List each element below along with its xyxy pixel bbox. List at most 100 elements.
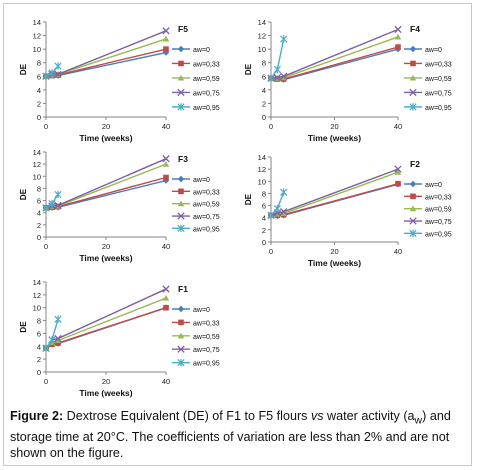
data-point: [394, 168, 402, 175]
y-tick-label: 0: [37, 233, 41, 242]
data-point: [267, 211, 275, 219]
x-axis-label: Time (weeks): [79, 133, 132, 143]
legend-marker-stroke-b: [177, 212, 185, 220]
x-tick-label: 20: [102, 122, 110, 131]
x-tick-label: 40: [162, 242, 170, 251]
figure-caption: Figure 2: Dextrose Equivalent (DE) of F1…: [10, 408, 468, 461]
legend-label: aw=0,95: [193, 105, 220, 112]
series-line-3: [45, 288, 167, 349]
caption-text-1: Dextrose Equivalent (DE) of F1 to F5 flo…: [63, 409, 311, 423]
x-tick-label: 20: [102, 242, 110, 251]
series-line-2: [45, 38, 167, 77]
data-point: [394, 25, 402, 34]
legend-label: aw=0,75: [425, 219, 452, 226]
legend-marker: [177, 88, 185, 97]
y-axis-label: DE: [19, 321, 28, 333]
legend-label: aw=0,75: [193, 347, 220, 354]
data-point: [162, 285, 170, 293]
legend-marker: [177, 74, 185, 81]
data-point-stroke-b: [162, 27, 170, 35]
x-tick-label: 0: [44, 377, 48, 386]
legend-marker: [410, 60, 416, 67]
legend-label: aw=0,33: [425, 61, 452, 68]
legend-marker: [177, 332, 185, 339]
caption-text-2: water activity (a: [323, 409, 415, 423]
y-tick-label: 0: [262, 113, 266, 122]
data-point: [280, 72, 288, 80]
y-tick-label: 2: [262, 226, 266, 235]
legend-label: aw=0,33: [193, 320, 220, 327]
y-axis-label: DE: [19, 63, 28, 75]
data-point-stroke-b: [54, 70, 62, 78]
x-axis-label: Time (weeks): [308, 133, 361, 143]
y-tick-label: 4: [262, 86, 266, 95]
data-point: [48, 69, 56, 77]
legend-label: aw=0,75: [193, 214, 220, 221]
data-point: [54, 337, 62, 344]
chart-f1: 0 2 4 6 8 10 12 14 0 20 40 Time (weeks) DE F1 aw=0 aw=0…: [19, 278, 220, 398]
chart-panel-f4: 0 2 4 6 8 10 12 14 0 20 40 Time (weeks) DE F4 aw=0 aw=0…: [237, 10, 469, 150]
data-point: [394, 33, 402, 40]
data-point-stroke-b: [273, 73, 282, 82]
caption-vs: vs: [310, 409, 324, 423]
data-point: [162, 160, 170, 167]
legend-marker: [409, 205, 417, 212]
data-point: [280, 207, 288, 216]
y-tick-label: 12: [258, 165, 266, 174]
legend-marker: [178, 319, 184, 326]
data-point: [162, 294, 170, 301]
x-tick-label: 40: [162, 122, 170, 131]
data-point: [162, 177, 170, 184]
data-point: [273, 65, 281, 74]
legend-marker: [410, 193, 416, 200]
caption-subscript: w: [414, 414, 423, 427]
legend-marker: [177, 200, 185, 207]
chart-panel-f3: 0 2 4 6 8 10 12 14 0 20 40 Time (weeks) DE F3 aw=0 aw=0…: [12, 140, 237, 270]
caption-text-3: ) and storage time at 20°C. The coeffici…: [10, 409, 451, 460]
y-axis-label: DE: [19, 188, 28, 200]
data-point: [273, 73, 282, 82]
x-tick-label: 0: [269, 247, 273, 256]
x-tick-label: 20: [330, 122, 338, 131]
y-tick-label: 8: [262, 189, 266, 198]
series-line-2: [45, 163, 167, 209]
y-tick-label: 12: [33, 291, 41, 300]
x-tick-label: 20: [102, 377, 110, 386]
data-point-stroke-b: [280, 72, 288, 80]
chart-title: F2: [410, 159, 420, 169]
legend-marker: [409, 103, 417, 111]
y-axis-label: DE: [244, 63, 253, 75]
y-tick-label: 8: [37, 59, 41, 68]
y-tick-label: 14: [33, 278, 41, 287]
data-point: [54, 190, 62, 199]
data-point: [163, 174, 169, 181]
legend-marker: [177, 358, 185, 367]
legend-label: aw=0,59: [193, 76, 220, 83]
legend-marker: [177, 212, 185, 220]
data-point: [42, 204, 50, 212]
data-point: [395, 180, 401, 187]
y-tick-label: 0: [37, 113, 41, 122]
data-point: [54, 334, 62, 343]
legend-marker-stroke-b: [177, 88, 185, 97]
data-point-stroke-b: [162, 155, 170, 163]
y-tick-label: 6: [37, 329, 41, 338]
data-point: [163, 46, 169, 52]
legend-label: aw=0,59: [425, 76, 452, 83]
chart-f2: 0 2 4 6 8 10 12 14 0 20 40 Time (weeks) DE F2 aw=0 aw=0…: [244, 153, 452, 268]
y-tick-label: 10: [258, 177, 266, 186]
y-tick-label: 8: [37, 317, 41, 326]
data-point: [54, 315, 62, 323]
x-tick-label: 0: [44, 122, 48, 131]
figure-frame: [3, 3, 472, 466]
y-tick-label: 12: [258, 32, 266, 41]
caption-label: Figure 2:: [10, 409, 64, 423]
y-tick-label: 0: [262, 238, 266, 247]
x-tick-label: 40: [162, 377, 170, 386]
legend-label: aw=0,95: [193, 361, 220, 368]
data-point: [54, 62, 62, 70]
data-point: [54, 201, 62, 210]
data-point-stroke-b: [394, 165, 402, 173]
legend-marker: [177, 45, 185, 53]
legend-label: aw=0,95: [425, 105, 452, 112]
